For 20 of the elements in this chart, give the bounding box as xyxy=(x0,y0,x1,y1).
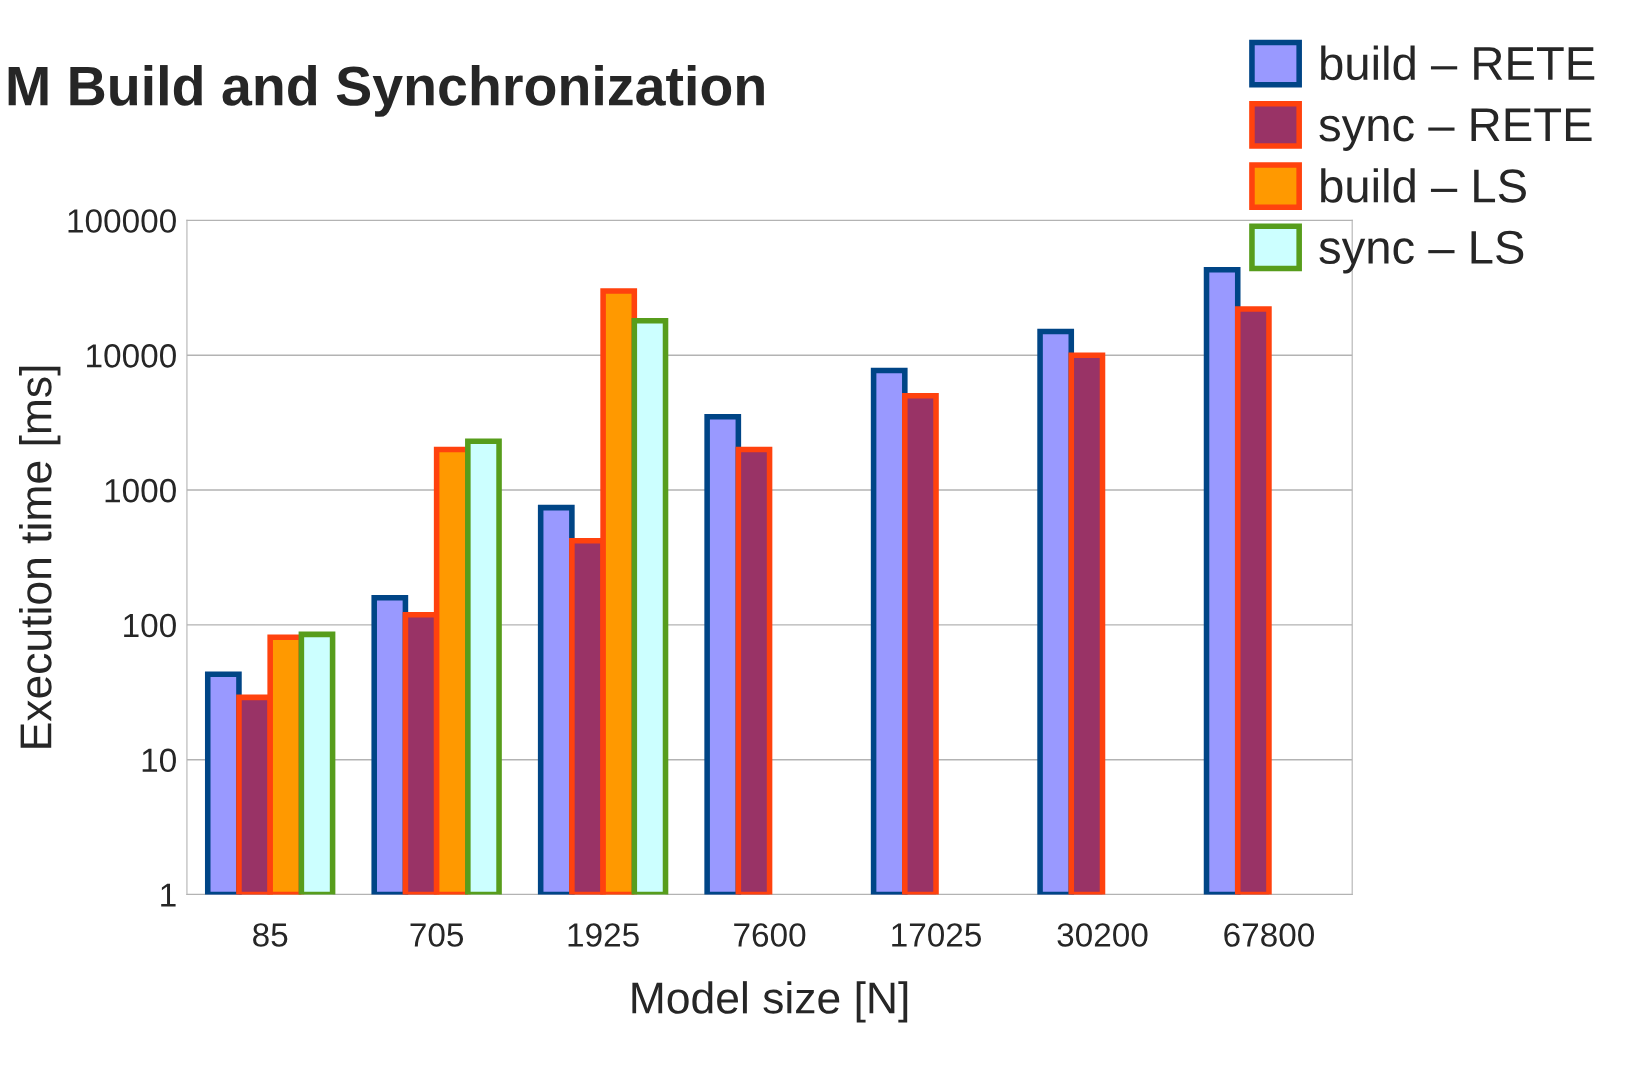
y-tick-label: 100 xyxy=(124,613,176,638)
y-tick-label: 10 xyxy=(142,748,176,773)
y-tick-label: 1000 xyxy=(105,478,176,503)
x-tick-label: 67800 xyxy=(1224,923,1314,947)
legend-label: build – RETE xyxy=(1321,45,1595,81)
y-tick-label: 10000 xyxy=(87,344,176,368)
legend-label: sync – RETE xyxy=(1319,108,1592,151)
chart-title: M Build and Synchronization xyxy=(8,65,764,117)
x-tick-label: 17025 xyxy=(892,923,981,947)
y-tick-label: 1 xyxy=(161,883,176,907)
x-tick-label: 705 xyxy=(410,923,464,947)
x-tick-label: 1925 xyxy=(568,923,639,947)
x-tick-label: 85 xyxy=(253,923,288,947)
x-axis-title: Model size [N] xyxy=(632,981,908,1023)
x-tick-label: 30200 xyxy=(1057,923,1148,947)
y-tick-label: 100000 xyxy=(68,209,176,233)
legend-label: build – LS xyxy=(1321,168,1526,203)
y-axis-title: Execution time [ms] xyxy=(19,366,61,748)
legend-label: sync – LS xyxy=(1319,230,1524,274)
x-tick-label: 7600 xyxy=(734,923,806,947)
